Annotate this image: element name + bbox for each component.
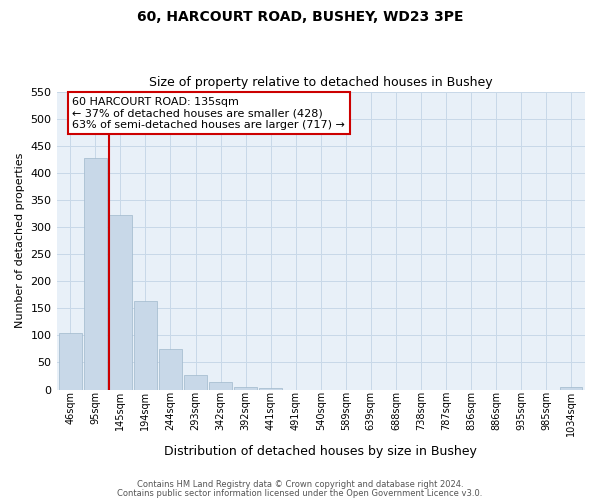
Text: Contains HM Land Registry data © Crown copyright and database right 2024.: Contains HM Land Registry data © Crown c… <box>137 480 463 489</box>
Bar <box>159 349 182 390</box>
Y-axis label: Number of detached properties: Number of detached properties <box>15 153 25 328</box>
Bar <box>209 382 232 390</box>
Bar <box>259 388 282 390</box>
Bar <box>184 375 207 390</box>
X-axis label: Distribution of detached houses by size in Bushey: Distribution of detached houses by size … <box>164 444 477 458</box>
Title: Size of property relative to detached houses in Bushey: Size of property relative to detached ho… <box>149 76 493 90</box>
Bar <box>59 332 82 390</box>
Bar <box>560 387 583 390</box>
Text: 60 HARCOURT ROAD: 135sqm
← 37% of detached houses are smaller (428)
63% of semi-: 60 HARCOURT ROAD: 135sqm ← 37% of detach… <box>73 96 345 130</box>
Bar <box>134 302 157 390</box>
Text: 60, HARCOURT ROAD, BUSHEY, WD23 3PE: 60, HARCOURT ROAD, BUSHEY, WD23 3PE <box>137 10 463 24</box>
Bar <box>84 158 107 390</box>
Text: Contains public sector information licensed under the Open Government Licence v3: Contains public sector information licen… <box>118 488 482 498</box>
Bar <box>235 387 257 390</box>
Bar <box>109 216 131 390</box>
